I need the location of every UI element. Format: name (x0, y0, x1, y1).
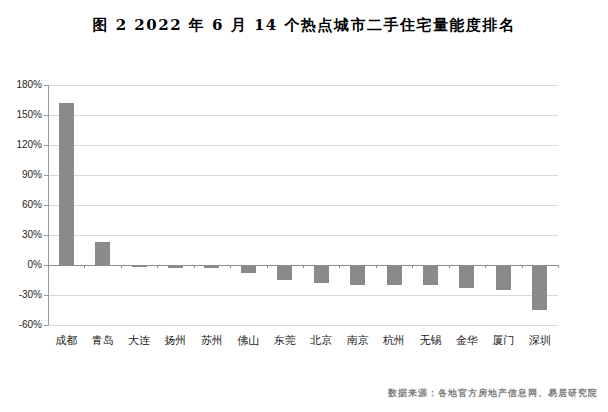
x-axis-label: 杭州 (376, 333, 412, 347)
x-axis-label: 南京 (340, 333, 376, 347)
data-source-note: 数据来源：各地官方房地产信息网、易居研究院 (388, 387, 598, 400)
bar (241, 265, 256, 273)
y-axis-label: 150% (2, 109, 42, 121)
x-axis-label: 东莞 (267, 333, 303, 347)
bar (459, 265, 474, 288)
x-axis-tick (485, 265, 486, 268)
y-axis-tick (44, 325, 48, 326)
y-axis-label: 0% (2, 259, 42, 271)
chart-title: 图 2 2022 年 6 月 14 个热点城市二手住宅量能度排名 (0, 16, 608, 35)
x-axis-label: 深圳 (522, 333, 558, 347)
x-axis-tick (157, 265, 158, 268)
x-axis-label: 佛山 (230, 333, 266, 347)
y-axis-label: 120% (2, 139, 42, 151)
y-axis-label: 90% (2, 169, 42, 181)
x-axis-tick (376, 265, 377, 268)
x-axis-label: 成都 (48, 333, 84, 347)
x-axis-label: 厦门 (485, 333, 521, 347)
bar (496, 265, 511, 290)
x-axis-label: 无锡 (413, 333, 449, 347)
gridline (48, 115, 558, 116)
bar (423, 265, 438, 285)
y-axis-label: 30% (2, 229, 42, 241)
bar (350, 265, 365, 285)
gridline (48, 175, 558, 176)
bar (277, 265, 292, 280)
x-axis-label: 扬州 (158, 333, 194, 347)
y-axis-label: -30% (2, 289, 42, 301)
x-axis-tick (412, 265, 413, 268)
x-axis-tick (121, 265, 122, 268)
x-axis-label: 北京 (303, 333, 339, 347)
y-axis-line (48, 85, 49, 325)
gridline (48, 325, 558, 326)
gridline (48, 295, 558, 296)
x-axis-label: 青岛 (85, 333, 121, 347)
gridline (48, 85, 558, 86)
bar (59, 103, 74, 265)
x-axis-tick (558, 265, 559, 268)
gridline (48, 145, 558, 146)
x-axis-label: 金华 (449, 333, 485, 347)
y-axis-label: -60% (2, 319, 42, 331)
x-axis-label: 大连 (121, 333, 157, 347)
bar (532, 265, 547, 310)
x-axis-tick (303, 265, 304, 268)
gridline (48, 235, 558, 236)
x-axis-tick (84, 265, 85, 268)
x-axis-tick (522, 265, 523, 268)
x-axis-tick (449, 265, 450, 268)
x-axis-tick (194, 265, 195, 268)
x-axis-tick (339, 265, 340, 268)
bar (314, 265, 329, 283)
bar (95, 242, 110, 265)
y-axis-label: 180% (2, 79, 42, 91)
bar (387, 265, 402, 285)
chart-figure: 图 2 2022 年 6 月 14 个热点城市二手住宅量能度排名 180%150… (0, 0, 608, 412)
x-axis-tick (230, 265, 231, 268)
x-axis-label: 苏州 (194, 333, 230, 347)
x-axis-tick (267, 265, 268, 268)
x-axis-tick (48, 265, 49, 268)
y-axis-label: 60% (2, 199, 42, 211)
plot-area: 180%150%120%90%60%30%0%-30%-60%成都青岛大连扬州苏… (48, 85, 558, 325)
gridline (48, 205, 558, 206)
